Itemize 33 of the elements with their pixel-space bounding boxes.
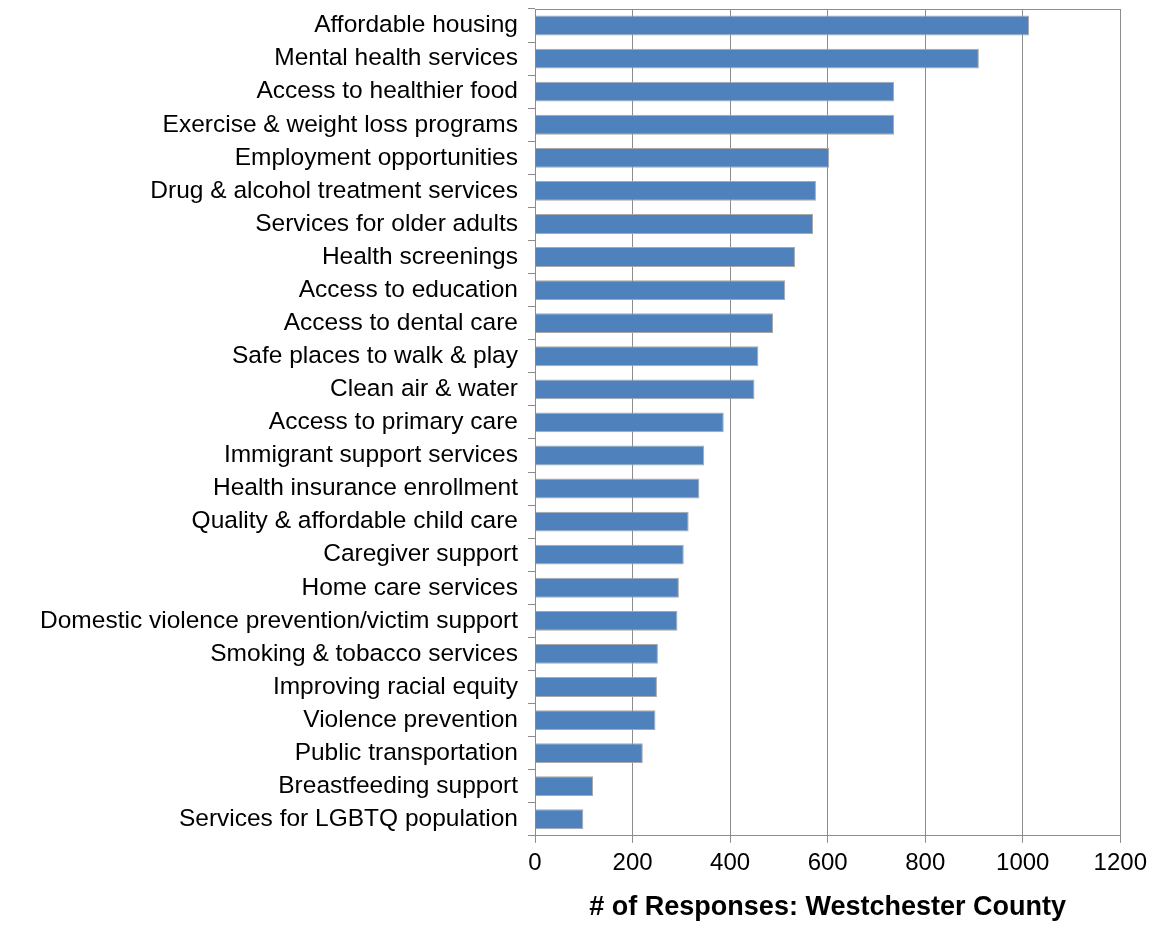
y-tick-label: Public transportation: [294, 737, 518, 765]
y-tick-label: Immigrant support services: [223, 440, 518, 468]
y-tick-label: Access to education: [298, 274, 518, 302]
y-tick-label: Access to healthier food: [256, 76, 518, 104]
y-tick-label: Improving racial equity: [272, 671, 519, 699]
y-tick-label: Caregiver support: [323, 539, 519, 567]
y-tick-label: Breastfeeding support: [278, 770, 519, 798]
y-tick-label: Quality & affordable child care: [191, 506, 518, 534]
y-tick-label: Clean air & water: [330, 374, 518, 402]
x-tick-label: 1000: [996, 847, 1050, 875]
y-tick-label: Smoking & tobacco services: [210, 638, 518, 666]
x-tick-label: 0: [528, 847, 542, 875]
x-axis-title: # of Responses: Westchester County: [589, 891, 1066, 922]
y-tick-label: Health screenings: [321, 241, 518, 269]
y-tick-label: Affordable housing: [314, 10, 518, 38]
y-tick-label: Health insurance enrollment: [212, 473, 519, 501]
x-tick-label: 200: [612, 847, 653, 875]
y-tick-label: Services for LGBTQ population: [178, 804, 518, 832]
y-tick-label: Access to primary care: [268, 407, 518, 435]
y-tick-label: Services for older adults: [255, 208, 518, 236]
y-tick-label: Drug & alcohol treatment services: [150, 175, 518, 203]
y-tick-label: Exercise & weight loss programs: [162, 109, 518, 137]
y-tick-label: Domestic violence prevention/victim support: [40, 605, 519, 633]
x-tick-label: 400: [710, 847, 751, 875]
y-tick-label: Mental health services: [274, 43, 518, 71]
x-tick-label: 600: [807, 847, 848, 875]
y-tick-label: Home care services: [301, 572, 518, 600]
x-tick-label: 1200: [1093, 847, 1147, 875]
y-tick-label: Employment opportunities: [234, 142, 518, 170]
y-tick-label: Access to dental care: [283, 307, 518, 335]
x-tick-label: 800: [905, 847, 946, 875]
y-tick-label: Violence prevention: [303, 704, 518, 732]
y-tick-label: Safe places to walk & play: [232, 341, 519, 369]
